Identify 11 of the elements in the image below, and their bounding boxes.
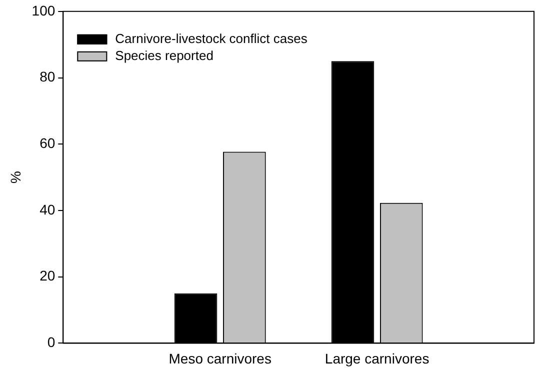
legend-label: Carnivore-livestock conflict cases: [115, 30, 308, 46]
legend-label: Species reported: [115, 48, 214, 63]
y-tick-label: 20: [40, 268, 56, 284]
y-tick-label: 60: [40, 134, 56, 151]
y-tick-label: 100: [32, 2, 56, 18]
y-tick-label: 80: [40, 68, 56, 85]
x-tick-label: Meso carnivores: [168, 350, 272, 366]
y-axis-title: %: [7, 171, 24, 184]
y-tick-label: 40: [40, 201, 56, 218]
y-tick-label: 0: [47, 334, 56, 350]
x-tick-label: Large carnivores: [324, 350, 430, 366]
